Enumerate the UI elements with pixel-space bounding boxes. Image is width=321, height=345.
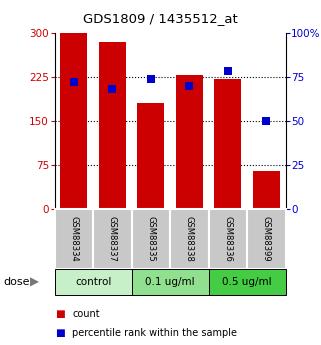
Text: GSM88334: GSM88334 (69, 216, 78, 262)
Point (71, 79, 76, 85)
Bar (137, 103, 164, 209)
Text: 0.5 ug/ml: 0.5 ug/ml (222, 277, 272, 287)
Bar (55, 209, 93, 269)
Bar (170, 209, 209, 269)
Text: GSM88337: GSM88337 (108, 216, 117, 262)
Point (264, 118, 269, 124)
Text: percentile rank within the sample: percentile rank within the sample (72, 328, 237, 338)
Bar (247, 209, 286, 269)
Bar (99, 41, 126, 209)
Text: GSM88338: GSM88338 (185, 216, 194, 262)
Bar (60, 33, 87, 209)
Text: count: count (72, 309, 100, 319)
Point (187, 83, 192, 88)
Bar (93, 209, 132, 269)
Text: control: control (75, 277, 111, 287)
Text: dose: dose (3, 277, 30, 287)
Text: GSM88336: GSM88336 (223, 216, 232, 262)
Text: ■: ■ (55, 328, 64, 338)
Text: GSM88399: GSM88399 (262, 216, 271, 262)
Bar (132, 209, 170, 269)
Bar (132, 269, 209, 295)
Bar (176, 75, 203, 209)
Bar (214, 79, 241, 209)
Bar (55, 269, 132, 295)
Text: ▶: ▶ (30, 276, 39, 288)
Text: GDS1809 / 1435512_at: GDS1809 / 1435512_at (83, 12, 238, 25)
Bar (253, 170, 280, 209)
Point (110, 86, 115, 92)
Point (148, 76, 153, 81)
Bar (209, 209, 247, 269)
Text: 0.1 ug/ml: 0.1 ug/ml (145, 277, 195, 287)
Text: ■: ■ (55, 309, 64, 319)
Bar (209, 269, 286, 295)
Text: GSM88335: GSM88335 (146, 216, 155, 262)
Point (225, 69, 230, 74)
